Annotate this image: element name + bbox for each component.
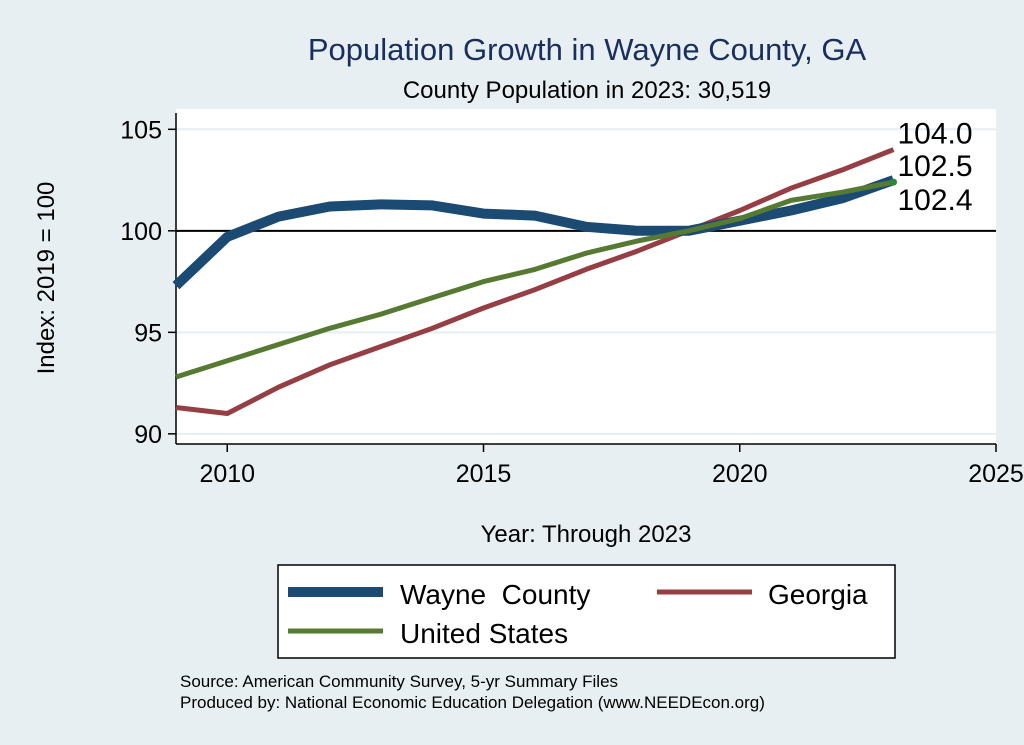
series-lines (172, 147, 897, 416)
x-tick-label-2015: 2015 (456, 460, 512, 488)
produced-by-line: Produced by: National Economic Education… (180, 693, 765, 712)
series-line-wayne-county (172, 175, 896, 290)
end-label-georgia: 104.0 (898, 118, 973, 151)
legend-box (277, 564, 896, 659)
x-tick-label-2020: 2020 (712, 460, 768, 488)
chart-title: Population Growth in Wayne County, GA (308, 32, 867, 67)
series-line-united-states (175, 179, 894, 380)
end-label-wayne-county: 102.5 (898, 150, 973, 183)
x-axis-title: Year: Through 2023 (481, 521, 692, 548)
y-tick-label-105: 105 (120, 116, 162, 144)
x-tick-label-2025: 2025 (968, 460, 1024, 488)
y-tick-label-95: 95 (134, 319, 162, 347)
y-tick-label-100: 100 (120, 218, 162, 246)
legend: Wayne County Georgia United States (277, 564, 896, 659)
legend-label-united-states: United States (400, 618, 568, 649)
y-tick-label-90: 90 (134, 421, 162, 449)
axes: 90 95 100 105 2010 2015 2020 2025 (120, 113, 1024, 488)
series-line-georgia (175, 147, 895, 416)
x-tick-label-2010: 2010 (199, 460, 255, 488)
end-marker-united-states (890, 178, 897, 186)
y-axis-title: Index: 2019 = 100 (33, 182, 60, 375)
legend-label-georgia: Georgia (768, 579, 868, 610)
source-line: Source: American Community Survey, 5-yr … (180, 672, 618, 691)
end-label-united-states: 102.4 (898, 184, 973, 217)
legend-label-wayne-county: Wayne County (400, 579, 590, 610)
chart-subtitle: County Population in 2023: 30,519 (403, 77, 771, 104)
